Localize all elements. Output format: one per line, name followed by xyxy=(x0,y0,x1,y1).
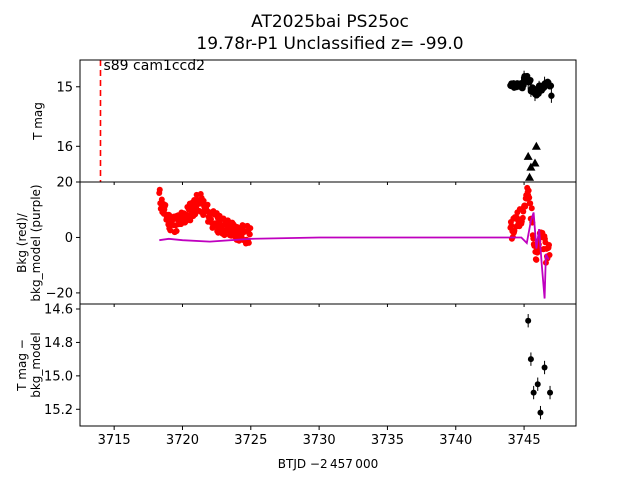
panel-middle: −20 0 20 Bkg (red)/bkg_model (purple) xyxy=(15,176,577,307)
bkg-point xyxy=(204,201,211,208)
data-point xyxy=(547,82,555,89)
bkg-point xyxy=(508,222,515,229)
data-point xyxy=(527,86,535,93)
y-axis-label: Bkg (red)/ xyxy=(15,212,29,273)
panel-marks xyxy=(99,60,555,182)
bkg-point xyxy=(528,205,535,212)
y-axis-label: T mag xyxy=(31,102,45,141)
data-point xyxy=(537,409,544,416)
data-point xyxy=(535,84,543,92)
data-point xyxy=(525,317,532,324)
y-tick-label: 15.0 xyxy=(44,369,73,384)
bkg-point xyxy=(525,187,532,194)
data-point xyxy=(541,364,548,371)
data-point xyxy=(520,82,527,89)
bkg-point xyxy=(156,186,163,193)
bkg-point xyxy=(173,228,180,235)
data-point xyxy=(534,381,541,388)
y-axis-label: T mag − xyxy=(15,339,29,392)
bkg-point xyxy=(162,201,169,208)
y-tick-label: 15.2 xyxy=(44,403,73,418)
figure-title-line2: 19.78r-P1 Unclassified z= -99.0 xyxy=(196,34,463,54)
data-point xyxy=(520,74,528,82)
y-tick-label: 14.6 xyxy=(44,303,73,318)
data-point xyxy=(548,92,555,99)
camera-annotation: s89 cam1ccd2 xyxy=(103,58,205,74)
upper-limit-triangle xyxy=(531,141,541,150)
x-axis-label: BTJD −2 457 000 xyxy=(278,457,378,471)
bkg-point xyxy=(246,231,253,238)
upper-limit-triangle xyxy=(530,158,540,167)
data-point xyxy=(547,389,554,396)
bkg-point xyxy=(245,239,252,246)
y-tick-label: 16 xyxy=(56,140,73,155)
bkg-point xyxy=(221,232,228,239)
panel-bottom: 14.6 14.8 15.0 15.2 T mag − bkg_model 3715 3720… xyxy=(15,303,577,448)
x-tick-label: 3730 xyxy=(303,433,336,448)
y-tick-label: 0 xyxy=(65,231,73,246)
bkg-point xyxy=(526,194,533,201)
upper-limit-triangle xyxy=(523,151,533,160)
data-point xyxy=(527,356,534,363)
x-tick-label: 3720 xyxy=(166,433,199,448)
data-point xyxy=(531,90,539,98)
panel-marks xyxy=(525,314,554,420)
x-tick-label: 3740 xyxy=(439,433,472,448)
y-axis-label: bkg_model (purple) xyxy=(29,184,43,301)
bkg-point xyxy=(546,241,553,248)
panel-frame xyxy=(79,181,577,305)
panel-frame xyxy=(79,303,577,427)
x-tick-label: 3715 xyxy=(98,433,131,448)
y-tick-label: 20 xyxy=(56,176,73,191)
upper-limit-triangle xyxy=(525,172,535,181)
figure-title-line1: AT2025bai PS25oc xyxy=(251,12,409,32)
data-point xyxy=(541,80,548,88)
y-axis-label: bkg_model xyxy=(29,332,43,398)
panel-frame xyxy=(79,59,577,183)
bkg-point xyxy=(533,256,540,263)
panel-marks xyxy=(156,184,553,299)
data-point xyxy=(530,389,537,396)
panel-top: s89 cam1ccd2 15 16 T mag xyxy=(31,58,577,185)
bkg-point xyxy=(519,214,526,221)
bkg-model-line xyxy=(159,212,550,299)
y-tick-label: 14.8 xyxy=(44,336,73,351)
bkg-point xyxy=(527,200,534,207)
bkg-point xyxy=(247,225,254,232)
x-tick-label: 3735 xyxy=(371,433,404,448)
bkg-point xyxy=(200,197,207,204)
x-tick-label: 3745 xyxy=(508,433,541,448)
y-tick-label: 15 xyxy=(56,80,73,95)
data-point xyxy=(524,78,532,86)
x-tick-label: 3725 xyxy=(234,433,267,448)
bkg-point xyxy=(522,203,529,210)
y-tick-label: −20 xyxy=(46,286,73,301)
upper-limit-triangle xyxy=(526,162,536,171)
